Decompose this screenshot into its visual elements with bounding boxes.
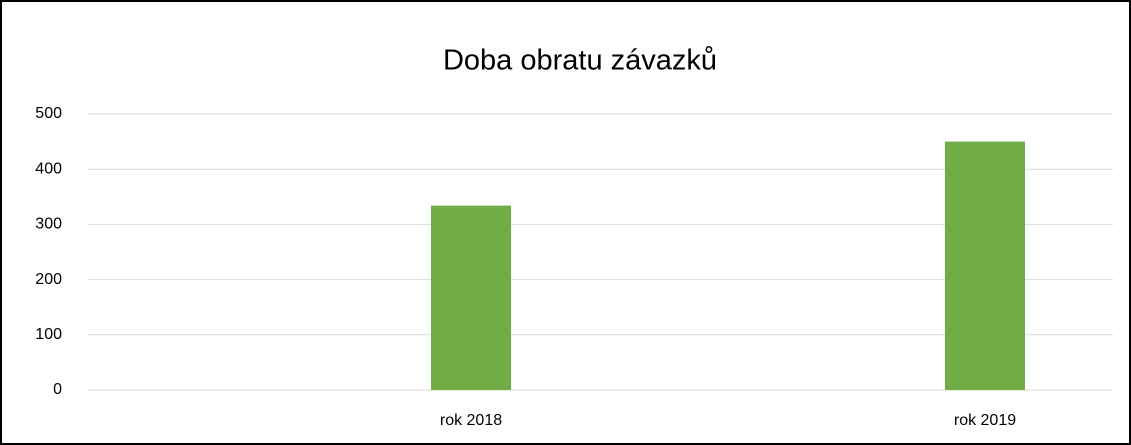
bar <box>945 141 1025 390</box>
y-tick-label: 400 <box>35 160 62 177</box>
y-tick-label: 100 <box>35 326 62 343</box>
x-tick-label: rok 2019 <box>954 412 1016 429</box>
x-tick-label: rok 2018 <box>440 412 502 429</box>
y-tick-label: 500 <box>35 105 62 122</box>
y-tick-label: 300 <box>35 216 62 233</box>
bar <box>431 205 511 390</box>
y-tick-label: 0 <box>53 381 62 398</box>
y-tick-label: 200 <box>35 271 62 288</box>
chart-title: Doba obratu závazků <box>443 45 717 77</box>
